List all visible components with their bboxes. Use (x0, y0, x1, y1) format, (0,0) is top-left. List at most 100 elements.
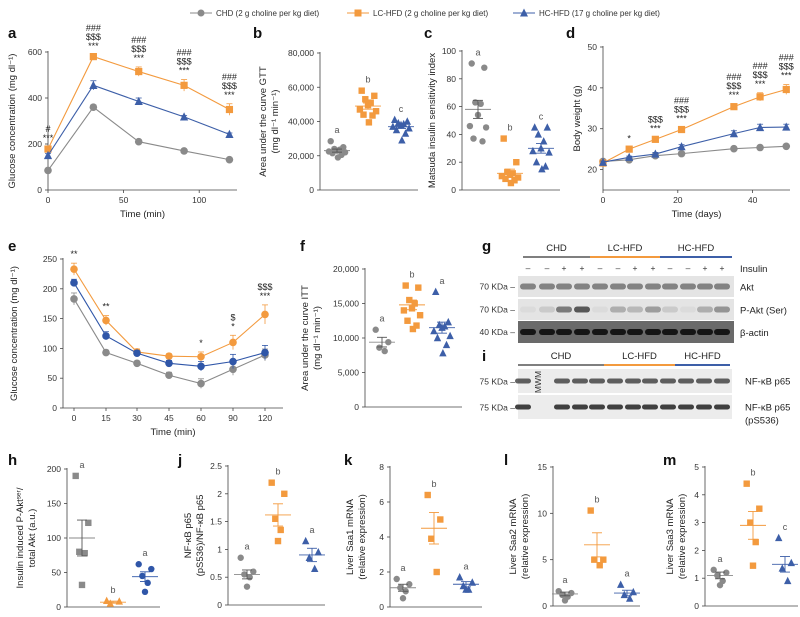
data-point (272, 515, 279, 523)
significance-letter: b (750, 468, 755, 478)
y-tick-label: 5 (542, 555, 547, 565)
panel-f: f 0 5,000 10,000 15,000 20,000 Area under the … (300, 238, 462, 412)
data-point (677, 125, 686, 134)
band (714, 283, 730, 290)
significance-annotation: $$$ (753, 70, 768, 80)
y-tick-label: 250 (43, 254, 57, 264)
data-point (752, 538, 759, 546)
data-point (591, 556, 598, 563)
data-point (180, 147, 188, 155)
data-point (428, 535, 435, 542)
data-point (381, 347, 388, 355)
y-tick-label: 80 (447, 74, 457, 84)
significance-annotation: *** (43, 133, 54, 143)
data-point (393, 575, 400, 583)
group-chd: a (707, 554, 733, 589)
significance-letter: a (379, 314, 384, 324)
x-tick-label: 30 (132, 413, 142, 423)
data-point (716, 581, 724, 589)
data-point (314, 547, 322, 556)
significance-annotation: *** (179, 66, 190, 76)
group-hc-hfd: a (429, 276, 455, 357)
y-tick-label: 40 (588, 83, 598, 93)
y-axis-label: Insulin induced P-Aktˢᵉʳ/ (15, 487, 26, 588)
y-tick-label: 50 (588, 42, 598, 52)
data-point (404, 317, 411, 324)
data-point (626, 594, 634, 602)
significance-annotation: ** (70, 249, 78, 259)
data-point (133, 359, 141, 368)
data-point (507, 179, 515, 187)
series-hc-hfd (70, 278, 269, 372)
series-hc-hfd (598, 122, 791, 166)
data-point (70, 265, 78, 273)
data-point (545, 148, 553, 156)
significance-letter: a (624, 569, 629, 579)
data-point (165, 359, 173, 368)
data-point (70, 295, 78, 303)
data-point (749, 562, 757, 569)
band-label: (pS536) (745, 416, 779, 427)
y-axis-label: (relative expression) (357, 494, 368, 580)
data-point (391, 115, 399, 123)
band (680, 283, 696, 290)
data-point (532, 158, 541, 166)
data-point (540, 137, 548, 145)
data-point (406, 581, 413, 588)
panel-label: j (177, 452, 182, 469)
group-header: HC-HFD (678, 243, 715, 254)
significance-annotation: *** (133, 53, 144, 63)
legend-item: HC-HFD (17 g choline per kg diet) (513, 8, 660, 18)
band (660, 404, 676, 410)
band (697, 329, 713, 335)
x-tick-label: 50 (119, 195, 129, 205)
y-tick-label: 6 (379, 497, 384, 507)
y-axis-label: (relative expression) (520, 494, 531, 580)
band (642, 378, 658, 384)
data-point (625, 145, 633, 153)
band (662, 306, 678, 313)
band (539, 306, 555, 313)
y-tick-label: 0.5 (210, 572, 222, 582)
data-point (755, 122, 765, 132)
band (625, 404, 641, 410)
y-tick-label: 0 (37, 185, 42, 195)
band (680, 329, 696, 335)
group-chd: a (69, 460, 95, 589)
group-header: CHD (546, 243, 567, 254)
significance-letter: b (110, 585, 115, 595)
data-point (596, 562, 603, 569)
significance-annotation: * (199, 338, 203, 348)
data-point (102, 316, 110, 325)
insulin-sign: + (720, 263, 725, 273)
insulin-sign: – (668, 263, 673, 273)
band (539, 329, 555, 335)
significance-letter: a (717, 554, 722, 564)
band (714, 329, 730, 335)
data-point (89, 53, 97, 61)
data-point (468, 60, 475, 67)
x-tick-label: 90 (228, 413, 238, 423)
significance-annotation: $$$ (648, 115, 663, 125)
kda-marker: 75 KDa – (480, 403, 516, 413)
y-tick-label: 20,000 (333, 264, 359, 274)
data-point (529, 146, 537, 155)
kda-marker: 40 KDa – (480, 327, 516, 337)
significance-annotation: # (45, 124, 50, 134)
y-tick-label: 0 (309, 185, 314, 195)
significance-annotation: *** (650, 124, 661, 134)
data-point (141, 588, 149, 596)
data-point (43, 150, 53, 160)
y-tick-label: 2.5 (210, 461, 222, 471)
band-label: NF-κB p65 (745, 403, 790, 414)
panel-c: c 0 20 40 60 80 100 Matsuda insulin sensitivity… (424, 25, 560, 195)
y-tick-label: 20,000 (288, 151, 314, 161)
y-tick-label: 2 (217, 489, 222, 499)
group-lc-hfd: b (740, 468, 766, 569)
significance-annotation: ### (131, 35, 146, 45)
panel-label: i (482, 348, 486, 365)
y-tick-label: 15 (538, 462, 548, 472)
y-tick-label: 150 (47, 499, 61, 509)
y-tick-label: 100 (442, 46, 456, 56)
data-point (268, 479, 275, 486)
